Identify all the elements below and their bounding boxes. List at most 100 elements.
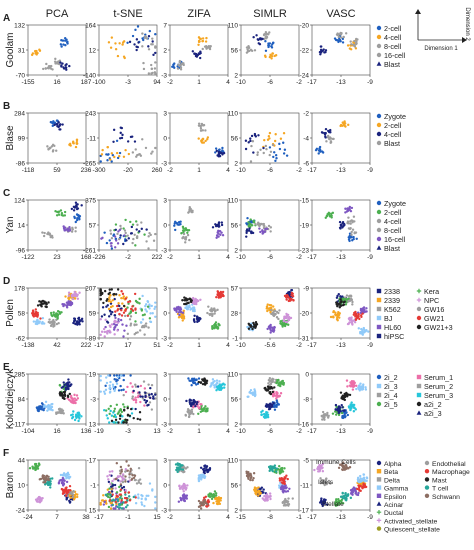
scatter-plot-f-3: -2 1 430-3 <box>161 458 230 522</box>
legend-marker <box>376 218 382 224</box>
data-point-a-2-33 <box>178 59 182 63</box>
data-point-e-0-170 <box>69 383 72 387</box>
data-point-c-0-31 <box>46 232 49 236</box>
y-tick-label: 56 <box>231 483 239 490</box>
data-point-f-3-219 <box>245 470 248 473</box>
data-point-f-0-166 <box>68 484 72 488</box>
data-point-f-4-161 <box>357 487 361 491</box>
data-point-a-4-34 <box>344 32 348 35</box>
data-point-e-3-132 <box>271 390 275 394</box>
data-point-a-0-35 <box>56 60 59 64</box>
data-point-f-3-125 <box>280 469 283 472</box>
data-point-d-1-88 <box>121 323 124 326</box>
data-point-f-1-190 <box>118 503 121 507</box>
data-point-c-2-65 <box>220 221 224 224</box>
legend-marker <box>376 383 382 389</box>
data-point-c-0-69 <box>76 207 80 210</box>
legend-label: Serum_3 <box>424 391 453 400</box>
data-point-d-2-103 <box>179 310 183 314</box>
data-point-e-1-142 <box>136 417 139 421</box>
data-point-c-1-62 <box>138 230 141 233</box>
data-point-c-3-59 <box>265 227 269 230</box>
data-point-b-3-45 <box>249 160 253 163</box>
data-point-d-4-62 <box>347 295 351 298</box>
data-point-e-1-1 <box>122 378 125 382</box>
data-point-e-3-37 <box>253 389 257 393</box>
data-point-f-3-50 <box>287 497 290 500</box>
data-point-f-1-192 <box>122 501 125 504</box>
legend-marker <box>416 315 422 321</box>
data-point-e-4-108 <box>349 381 352 384</box>
y-tick-label: 110 <box>228 458 239 465</box>
data-point-d-0-69 <box>32 320 36 323</box>
data-point-a-1-59 <box>151 40 154 43</box>
data-point-b-3-1 <box>268 146 272 149</box>
data-point-e-3-174 <box>265 405 268 408</box>
x-tick-label: 1 <box>197 79 201 86</box>
data-point-f-2-10 <box>204 464 207 467</box>
data-point-f-1-152 <box>111 470 114 473</box>
data-point-e-2-78 <box>202 407 206 411</box>
data-point-c-2-57 <box>215 236 218 239</box>
data-point-e-2-16 <box>193 379 197 382</box>
data-point-f-0-192 <box>49 480 52 483</box>
legend-marker <box>376 52 382 58</box>
data-point-e-4-61 <box>322 415 326 419</box>
data-point-f-1-63 <box>121 480 125 484</box>
data-point-f-1-206 <box>127 464 130 467</box>
data-point-d-1-168 <box>115 304 119 308</box>
data-point-e-1-8 <box>108 374 112 377</box>
y-tick-label: -24 <box>16 508 26 515</box>
scatter-plot-e-2: -19 -3 13-19-313 <box>87 372 161 436</box>
data-point-f-0-39 <box>73 493 77 497</box>
data-point-f-1-85 <box>140 493 143 497</box>
panel-letter: B <box>3 101 10 112</box>
data-point-f-1-180 <box>118 506 122 509</box>
data-point-f-0-215 <box>43 481 47 484</box>
data-point-c-3-30 <box>256 223 260 226</box>
data-point-e-0-120 <box>71 413 74 416</box>
data-point-a-1-39 <box>147 72 151 75</box>
y-tick-label: 13 <box>89 422 97 429</box>
data-point-d-0-29 <box>67 297 71 301</box>
data-point-e-4-25 <box>364 388 368 391</box>
legend-label: BJ <box>384 314 393 323</box>
legend-marker <box>376 526 382 531</box>
data-point-e-3-92 <box>279 392 283 395</box>
legend-marker <box>424 469 430 474</box>
y-tick-label: 28 <box>231 311 239 318</box>
data-point-a-4-11 <box>335 38 339 42</box>
panel-letter: E <box>3 362 10 373</box>
data-point-f-2-115 <box>214 492 218 495</box>
data-point-d-3-153 <box>283 315 286 318</box>
data-point-d-3-113 <box>283 324 287 328</box>
data-point-f-0-147 <box>38 501 42 504</box>
data-point-f-4-86 <box>357 480 360 483</box>
data-point-a-3-51 <box>252 36 255 39</box>
data-point-e-3-36 <box>249 388 253 392</box>
data-point-b-1-15 <box>110 152 114 155</box>
data-point-f-1-100 <box>107 490 111 494</box>
data-point-b-3-46 <box>256 153 259 157</box>
data-point-d-0-62 <box>52 318 55 322</box>
y-tick-label: 0 <box>305 372 309 379</box>
data-point-f-3-218 <box>247 477 250 480</box>
data-point-a-0-44 <box>42 67 45 71</box>
data-point-b-2-20 <box>201 137 205 141</box>
x-tick-label: -2 <box>167 79 173 86</box>
data-point-e-4-106 <box>352 383 355 386</box>
x-tick-label: -8 <box>267 514 273 521</box>
data-point-d-1-27 <box>121 302 124 305</box>
legend-label: hiPSC <box>384 332 404 341</box>
legend-label: 4-cell <box>384 130 402 139</box>
data-point-e-2-103 <box>199 403 202 406</box>
data-point-f-3-135 <box>268 492 272 495</box>
data-point-f-1-208 <box>124 480 127 483</box>
data-point-b-1-46 <box>141 138 144 141</box>
data-point-e-4-164 <box>339 410 342 413</box>
data-point-e-1-174 <box>141 395 144 398</box>
data-point-e-4-19 <box>343 416 347 419</box>
